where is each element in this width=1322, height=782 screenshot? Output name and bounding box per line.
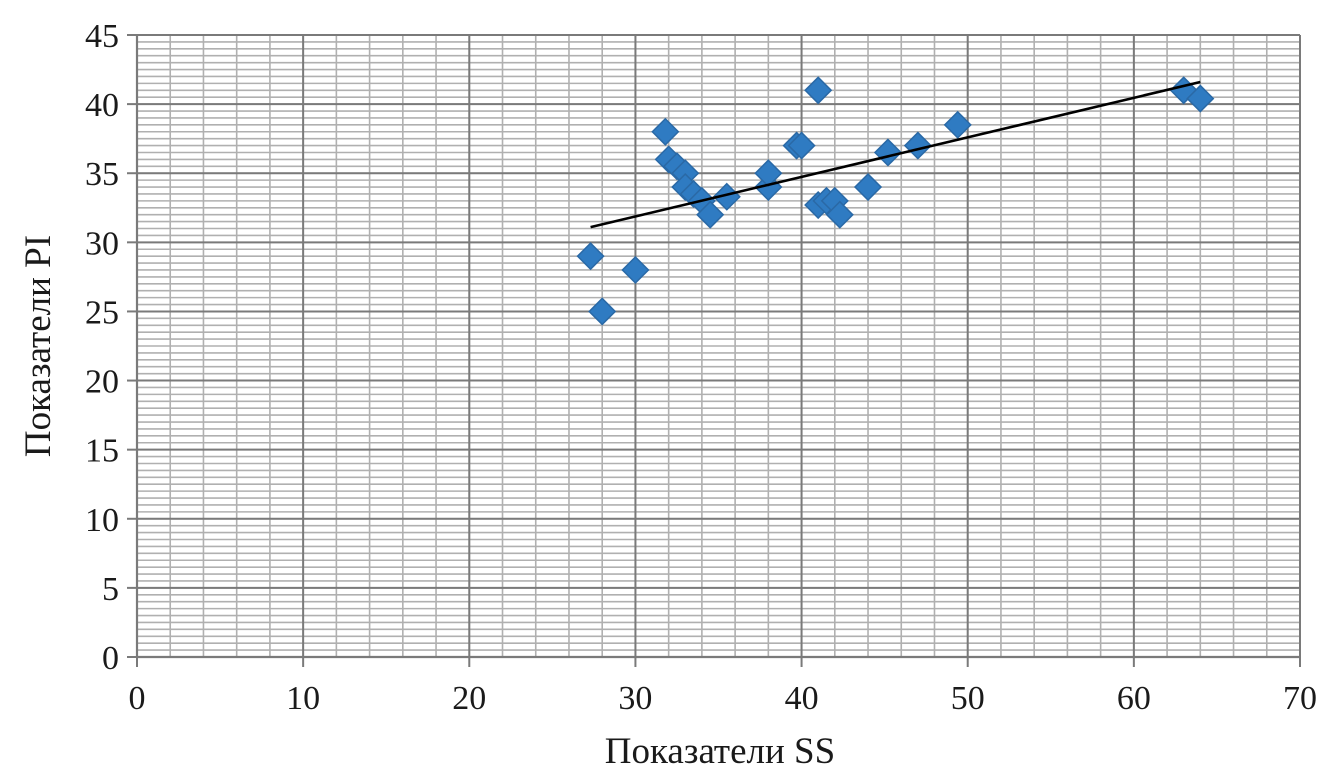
data-point (1186, 84, 1215, 113)
y-tick-label: 10 (85, 502, 119, 539)
x-tick-label: 30 (618, 680, 652, 717)
y-tick-label: 35 (85, 156, 119, 193)
y-tick-label: 15 (85, 433, 119, 470)
y-tick-label: 25 (85, 294, 119, 331)
x-tick-label: 0 (129, 680, 146, 717)
tick-labels: 0 10 20 30 40 50 60 70 0 5 10 15 20 25 30 35 40 45 (85, 18, 1317, 717)
data-point (853, 172, 883, 202)
data-point (754, 159, 783, 188)
y-tick-label: 45 (85, 18, 119, 55)
y-tick-label: 30 (85, 225, 119, 262)
data-point (825, 200, 854, 229)
y-tick-label: 20 (85, 364, 119, 401)
data-point (576, 242, 605, 271)
data-point (588, 297, 617, 326)
x-tick-label: 20 (452, 680, 486, 717)
x-tick-label: 60 (1117, 680, 1151, 717)
data-point (804, 76, 833, 105)
y-tick-label: 0 (102, 640, 119, 677)
data-points (576, 76, 1215, 326)
x-tick-label: 70 (1283, 680, 1317, 717)
data-point (651, 117, 680, 146)
trendline-group (590, 80, 1201, 229)
x-tick-label: 40 (785, 680, 819, 717)
data-point (621, 255, 650, 285)
x-tick-label: 50 (951, 680, 985, 717)
axes (127, 34, 1301, 667)
y-axis-title: Показатели PI (18, 235, 59, 457)
x-tick-label: 10 (286, 680, 320, 717)
x-axis-title: Показатели SS (605, 731, 835, 772)
data-point (943, 110, 972, 139)
data-point (787, 131, 816, 160)
y-tick-label: 40 (85, 87, 119, 124)
y-tick-label: 5 (102, 571, 119, 608)
trendline (590, 80, 1201, 229)
data-point (696, 200, 725, 229)
